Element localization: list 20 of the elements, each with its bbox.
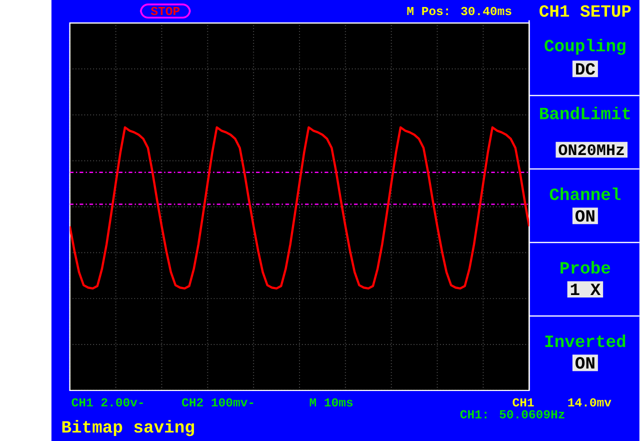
text: M Pos: 30.40ms bbox=[407, 6, 512, 16]
text: Bitmap saving bbox=[62, 420, 194, 436]
text: Inverted bbox=[545, 334, 626, 348]
text: DC bbox=[576, 63, 596, 75]
text: ON bbox=[576, 210, 594, 222]
text: M 10ms bbox=[310, 398, 353, 407]
text: ON bbox=[576, 357, 594, 369]
text: CH1: 50.0609Hz bbox=[460, 410, 564, 418]
text: 1 X bbox=[570, 284, 601, 296]
text: BandLimit bbox=[540, 106, 630, 120]
text: Channel bbox=[550, 188, 621, 200]
text: Coupling bbox=[544, 38, 626, 55]
text: Probe bbox=[560, 261, 610, 274]
text: CH2 100mv- bbox=[182, 398, 254, 407]
text: 14.0mv bbox=[568, 398, 612, 407]
text: CH1 2.00v- bbox=[72, 398, 143, 407]
text: CH1 bbox=[512, 398, 534, 407]
text: CH1 SETUP bbox=[540, 5, 631, 17]
text: ON20MHz bbox=[558, 144, 624, 156]
text: STOP bbox=[150, 6, 180, 16]
